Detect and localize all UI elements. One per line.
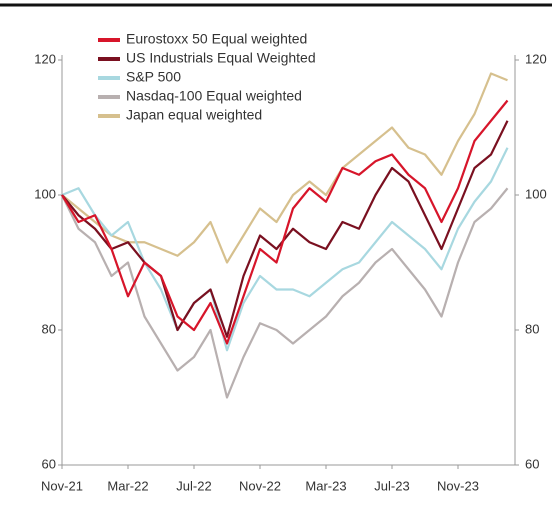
y2-tick-label: 100 <box>525 186 547 201</box>
legend-label: US Industrials Equal Weighted <box>126 50 316 66</box>
x-tick-label: Mar-23 <box>305 478 346 493</box>
x-tick-label: Nov-21 <box>41 478 83 493</box>
x-tick-label: Nov-22 <box>239 478 281 493</box>
series-line <box>61 147 509 352</box>
series-line <box>61 120 509 338</box>
legend-label: Japan equal weighted <box>126 107 262 123</box>
y-tick-label: 120 <box>34 51 56 66</box>
x-tick-label: Mar-22 <box>107 478 148 493</box>
y-tick-label: 60 <box>42 456 56 471</box>
series-line <box>61 99 509 345</box>
x-tick-label: Nov-23 <box>437 478 479 493</box>
y-tick-label: 100 <box>34 186 56 201</box>
y-tick-label: 80 <box>42 321 56 336</box>
legend-label: Eurostoxx 50 Equal weighted <box>126 31 307 47</box>
y2-tick-label: 60 <box>525 456 539 471</box>
y2-tick-label: 80 <box>525 321 539 336</box>
x-tick-label: Jul-23 <box>374 478 409 493</box>
y2-tick-label: 120 <box>525 51 547 66</box>
legend-label: Nasdaq-100 Equal weighted <box>126 88 302 104</box>
legend-label: S&P 500 <box>126 69 181 85</box>
series-line <box>61 187 509 399</box>
x-tick-label: Jul-22 <box>176 478 211 493</box>
